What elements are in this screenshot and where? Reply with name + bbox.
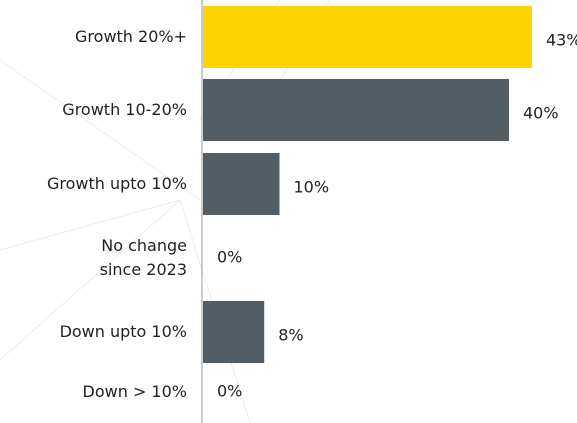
category-label: Down > 10% [83,382,187,401]
value-label: 10% [294,178,330,197]
bar [203,153,280,215]
bar [203,79,509,141]
value-label: 0% [217,248,242,267]
category-label: Growth upto 10% [47,174,187,193]
value-label: 43% [546,31,577,50]
bar [203,6,532,68]
value-label: 8% [278,326,303,345]
category-label: Growth 10-20% [62,100,187,119]
value-label: 0% [217,382,242,401]
bar [203,301,265,363]
category-label: Growth 20%+ [75,27,187,46]
value-label: 40% [523,104,559,123]
category-label: No change since 2023 [95,236,187,279]
category-label: Down upto 10% [60,322,187,341]
